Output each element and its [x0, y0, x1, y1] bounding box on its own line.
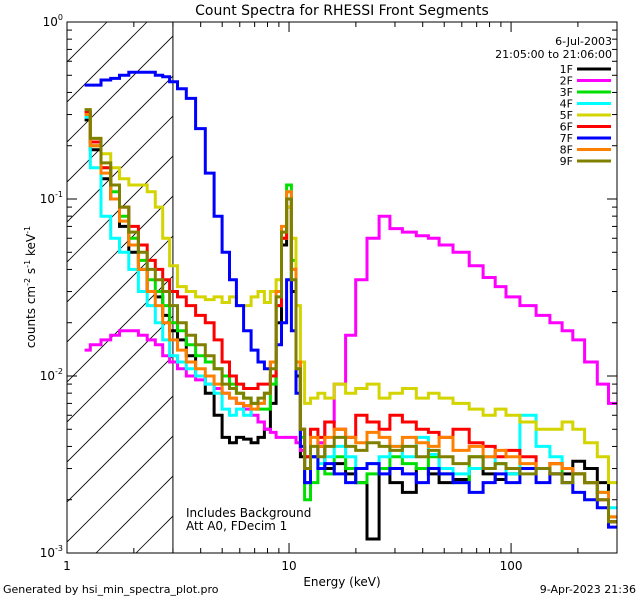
chart-title: Count Spectra for RHESSI Front Segments — [195, 3, 489, 19]
hatch-line — [67, 315, 173, 423]
series-line-9f — [84, 108, 617, 524]
hatch-line — [67, 395, 173, 503]
series-line-4f — [84, 115, 617, 510]
series-line-1f — [84, 118, 617, 541]
y-tick-label: 100 — [43, 13, 63, 29]
plot-frame — [66, 21, 618, 554]
legend-label-9f: 9F — [560, 155, 573, 168]
hatch-line — [67, 75, 173, 183]
x-axis-label: Energy (keV) — [303, 575, 380, 589]
legend-label-3f: 3F — [560, 86, 573, 99]
hatch-line — [67, 435, 173, 543]
y-tick-labels: 10-3 10-2 10-1 100 — [40, 13, 63, 560]
chart-date: 6-Jul-2003 — [555, 35, 612, 48]
hatch-line — [67, 115, 173, 223]
y-tick-label: 10-3 — [40, 544, 63, 560]
legend-label-2f: 2F — [560, 75, 573, 88]
series-line-8f — [84, 113, 617, 519]
hatch-line — [67, 22, 108, 63]
legend-label-1f: 1F — [560, 63, 573, 76]
hatch-line — [67, 235, 173, 343]
series-layer — [84, 70, 617, 541]
hatch-line — [95, 475, 173, 553]
annotation-attenuator: Att A0, FDecim 1 — [186, 519, 287, 533]
annotation-background: Includes Background — [186, 506, 311, 520]
series-line-5f — [84, 113, 617, 485]
chart-time-range: 21:05:00 to 21:06:00 — [495, 48, 612, 61]
x-tick-labels: 1 10 100 — [63, 559, 522, 573]
y-tick-label: 10-2 — [40, 367, 63, 383]
hatch-line — [67, 155, 173, 263]
x-tick-label: 1 — [63, 559, 71, 573]
hatch-line — [67, 35, 173, 143]
y-tick-label: 10-1 — [40, 190, 63, 206]
hatch-line — [67, 275, 173, 383]
axis-ticks — [66, 21, 617, 554]
y-axis-label: counts cm-2 s-1 keV-1 — [23, 226, 38, 348]
footer-timestamp: 9-Apr-2023 21:36 — [539, 583, 636, 596]
legend-label-8f: 8F — [560, 144, 573, 157]
x-tick-label: 10 — [281, 559, 296, 573]
legend-label-7f: 7F — [560, 132, 573, 145]
legend-label-6f: 6F — [560, 121, 573, 134]
hatch-line — [67, 195, 173, 303]
legend-label-5f: 5F — [560, 109, 573, 122]
legend-label-4f: 4F — [560, 98, 573, 111]
x-tick-label: 100 — [500, 559, 523, 573]
hatch-line — [67, 22, 148, 103]
footer-generated-by: Generated by hsi_min_spectra_plot.pro — [3, 583, 219, 596]
hatched-region — [67, 22, 173, 553]
series-line-7f — [84, 70, 617, 529]
series-line-2f — [84, 214, 617, 459]
